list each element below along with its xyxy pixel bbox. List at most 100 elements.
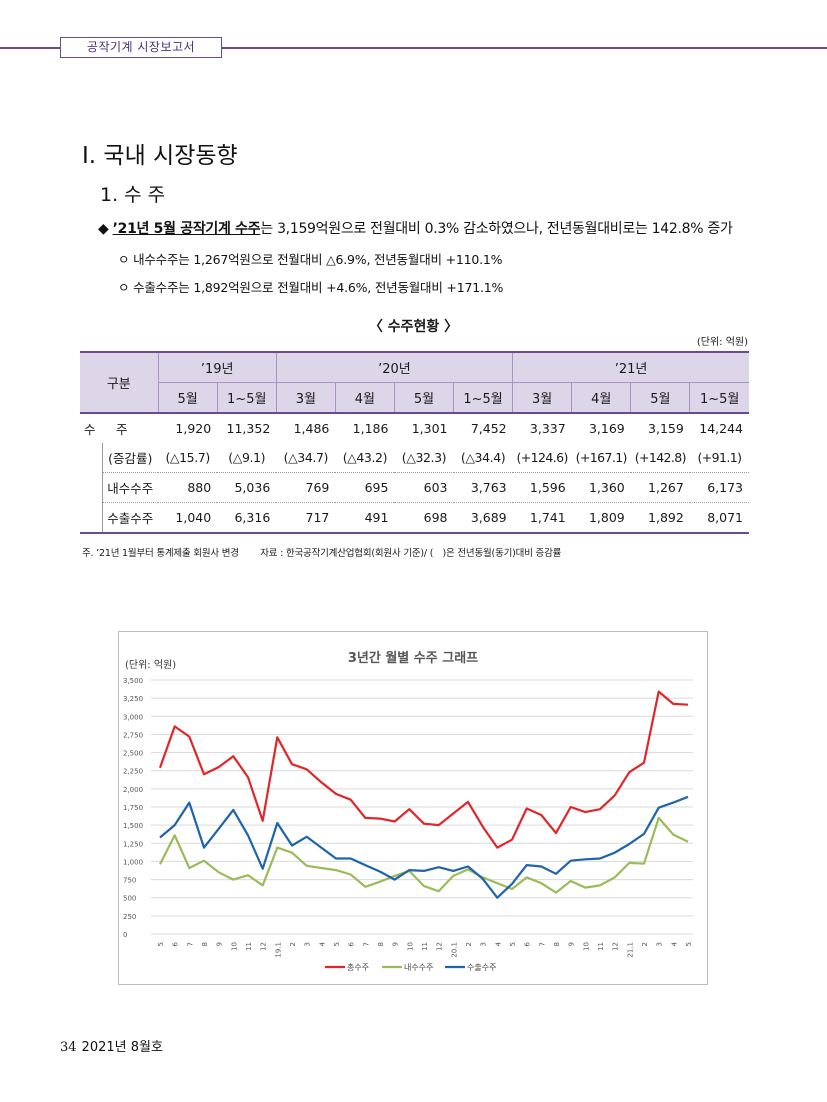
x-tick-label: 12 (612, 942, 620, 951)
month-header: 4월 (571, 382, 632, 414)
x-tick-label: 7 (538, 942, 546, 946)
x-tick-label: 11 (421, 942, 429, 951)
main-bullet-text: 는 3,159억원으로 전월대비 0.3% 감소하였으나, 전년동월대비로는 1… (260, 221, 733, 237)
table-cell: 1,267 (630, 472, 690, 503)
table-row: 내수수주 880 5,036 769 695 603 3,763 1,596 1… (80, 472, 749, 503)
x-tick-label: 6 (172, 941, 180, 946)
table-cell: (△43.2) (335, 443, 395, 473)
month-header: 1~5월 (453, 382, 514, 414)
table-cell: 1,486 (293, 421, 330, 436)
table-cell: 769 (276, 472, 336, 503)
table-cell: (+91.1) (689, 443, 749, 473)
table-cell: 14,244 (699, 421, 743, 436)
y-tick-label: 750 (123, 877, 136, 885)
table-cell: 1,741 (512, 502, 572, 534)
y-axis-label: (단위: 억원) (125, 658, 176, 671)
row-label: 수 주 (84, 422, 132, 437)
year-header: ’19년 (158, 351, 277, 383)
table-cell: (△9.1) (217, 443, 277, 473)
table-cell: 3,159 (648, 421, 684, 436)
table-title: 〈 수주현황 〉 (368, 319, 459, 335)
table-cell: 3,169 (588, 421, 625, 436)
x-tick-label: 4 (670, 941, 678, 946)
table-cell: 698 (394, 502, 454, 534)
series-line-내수수주 (159, 816, 689, 894)
legend-label: 총수주 (347, 963, 369, 972)
month-header: 3월 (276, 382, 336, 414)
table-cell: 603 (394, 472, 454, 503)
table-cell: (+124.6) (512, 443, 572, 473)
domestic-bullet: ㅇ 내수수주는 1,267억원으로 전월대비 △6.9%, 전년동월대비 +11… (118, 252, 503, 267)
table-cell: 1,596 (512, 472, 572, 503)
chart-frame: 3년간 월별 수주 그래프 (단위: 억원) 0 250 500 750 1,000 1,25… (118, 631, 708, 985)
y-tick-label: 1,500 (123, 822, 143, 830)
table-cell: 717 (276, 502, 336, 534)
x-tick-label: 8 (553, 942, 561, 946)
x-tick-label: 12 (436, 942, 444, 951)
section-title: Ⅰ. 국내 시장동향 (82, 143, 238, 169)
table-cell: 3,689 (453, 502, 513, 534)
x-tick-label: 6 (348, 941, 356, 946)
table-cell: 8,071 (689, 502, 749, 534)
y-tick-label: 3,000 (123, 713, 143, 721)
month-header: 1~5월 (217, 382, 277, 414)
x-tick-label: 5 (333, 942, 341, 946)
y-tick-label: 2,750 (123, 731, 143, 739)
table-cell: 1,186 (352, 421, 389, 436)
table-cell: (+142.8) (630, 443, 690, 473)
month-header: 5월 (158, 382, 218, 414)
month-header: 4월 (335, 382, 395, 414)
page-footer: 34 2021년 8월호 (60, 1036, 163, 1055)
main-bullet-marker: ◆ (98, 221, 113, 237)
table-cell: 1,040 (158, 502, 218, 534)
x-tick-label: 21.1 (626, 942, 634, 958)
main-bullet-highlight: ’21년 5월 공작기계 수주 (112, 221, 261, 237)
x-tick-label: 19.1 (274, 942, 282, 958)
x-tick-label: 11 (245, 942, 253, 951)
legend-label: 수출수주 (467, 962, 496, 972)
x-tick-label: 6 (524, 941, 532, 946)
table-cell: (△34.7) (276, 443, 336, 473)
y-tick-label: 2,500 (123, 750, 143, 758)
main-bullet: ◆ ’21년 5월 공작기계 수주는 3,159억원으로 전월대비 0.3% 감… (98, 218, 733, 238)
month-header: 5월 (394, 382, 455, 414)
table-cell: (△15.7) (158, 443, 218, 473)
table-row: 수 주 1,920 11,352 1,486 1,186 1,301 7,452… (80, 413, 749, 443)
x-tick-label: 5 (685, 942, 693, 946)
table-cell: 491 (335, 502, 395, 534)
table-cell: 6,173 (689, 472, 749, 503)
table-row: (증감률) (△15.7) (△9.1) (△34.7) (△43.2) (△3… (80, 443, 749, 473)
y-tick-label: 3,500 (123, 677, 143, 685)
row-label: 수출수주 (101, 502, 159, 534)
table-cell: 695 (335, 472, 395, 503)
orders-table: 구분 ’19년 ’20년 ’21년 5월 1~5월 3월 4월 5월 1~5월 … (80, 351, 749, 534)
y-tick-label: 2,250 (123, 768, 143, 776)
month-header: 1~5월 (689, 382, 749, 414)
table-row: 수출수주 1,040 6,316 717 491 698 3,689 1,741… (80, 502, 749, 534)
x-tick-label: 20.1 (450, 942, 458, 958)
x-tick-label: 4 (318, 941, 326, 946)
x-tick-label: 9 (568, 942, 576, 946)
x-tick-label: 7 (186, 942, 194, 946)
month-header: 3월 (512, 382, 573, 414)
table-cell: 1,809 (571, 502, 631, 534)
x-tick-label: 2 (289, 942, 297, 946)
y-tick-label: 3,250 (123, 695, 143, 703)
table-header-years: 구분 ’19년 ’20년 ’21년 (80, 351, 749, 414)
y-tick-label: 1,750 (123, 804, 143, 812)
table-cell: 5,036 (217, 472, 277, 503)
x-tick-label: 9 (392, 942, 400, 946)
legend-label: 내수수주 (404, 963, 433, 972)
x-tick-label: 7 (362, 942, 370, 946)
x-tick-label: 8 (377, 942, 385, 946)
table-cell: 3,763 (453, 472, 513, 503)
x-tick-label: 10 (230, 942, 238, 951)
x-tick-label: 9 (216, 942, 224, 946)
x-tick-label: 12 (260, 942, 268, 951)
orders-line-chart: 3년간 월별 수주 그래프 (단위: 억원) 0 250 500 750 1,000 1,25… (123, 650, 693, 972)
x-tick-label: 3 (304, 942, 312, 946)
table-cell: 11,352 (226, 421, 271, 436)
chart-title: 3년간 월별 수주 그래프 (348, 650, 478, 666)
x-tick-label: 4 (494, 941, 502, 946)
table-corner: 구분 (80, 351, 159, 414)
